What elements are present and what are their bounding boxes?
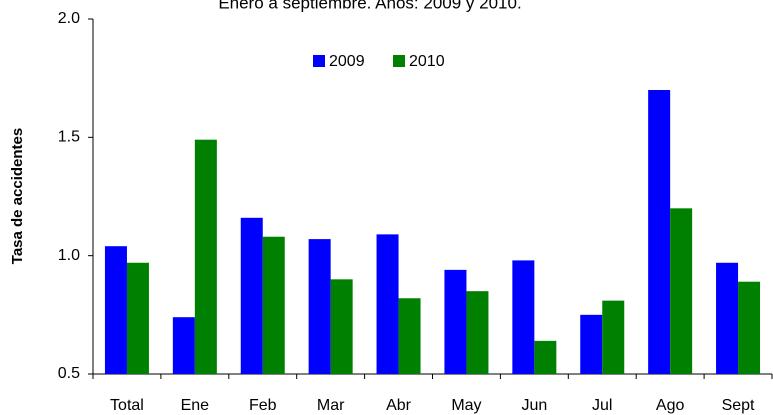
bar [670, 208, 693, 374]
x-tick-label: Abr [386, 397, 412, 414]
bar [308, 239, 331, 374]
x-tick-label: Jun [521, 397, 547, 414]
bar [398, 298, 421, 374]
y-axis-label: Tasa de accidentes [9, 128, 26, 264]
bar [126, 262, 149, 374]
x-tick-label: Ene [181, 397, 210, 414]
legend-label: 2010 [409, 53, 445, 70]
y-tick-label: 1.0 [58, 247, 80, 264]
bar [444, 269, 467, 374]
x-tick-label: Feb [249, 397, 277, 414]
x-tick-label: May [451, 397, 481, 414]
chart-subtitle: Enero a septiembre. Años: 2009 y 2010. [218, 0, 521, 12]
legend-swatch [313, 55, 325, 67]
x-tick-label: Sept [722, 397, 755, 414]
x-tick-label: Jul [592, 397, 612, 414]
bar [262, 236, 285, 374]
bar [194, 139, 217, 374]
bar [512, 260, 535, 374]
x-tick-label: Total [110, 397, 144, 414]
bar [466, 291, 489, 374]
bar [172, 317, 195, 374]
bar [738, 281, 761, 374]
bar [534, 340, 557, 374]
bar [648, 90, 671, 374]
bar [580, 314, 603, 374]
y-tick-label: 0.5 [58, 365, 80, 382]
bar [330, 279, 353, 374]
legend-label: 2009 [329, 53, 365, 70]
bar [240, 217, 263, 374]
x-tick-label: Mar [317, 397, 345, 414]
bar [602, 300, 625, 374]
legend-swatch [393, 55, 405, 67]
bar [716, 262, 739, 374]
x-tick-label: Ago [656, 397, 685, 414]
y-tick-label: 1.5 [58, 129, 80, 146]
y-tick-label: 2.0 [58, 10, 80, 27]
bar [376, 234, 399, 374]
bar [104, 246, 127, 374]
